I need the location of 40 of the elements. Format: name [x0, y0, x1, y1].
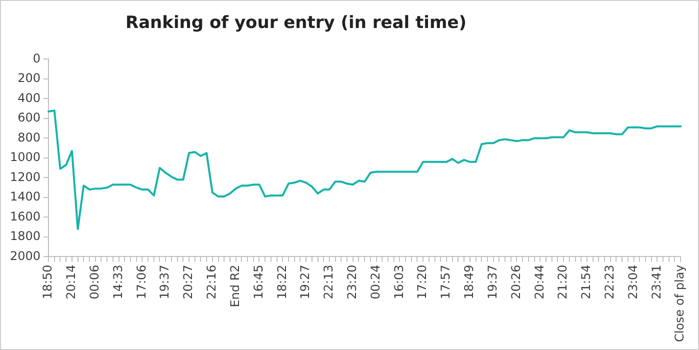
x-tick-label: 21:20	[556, 264, 570, 300]
y-tick-label: 200	[18, 71, 41, 86]
chart-title: Ranking of your entry (in real time)	[124, 13, 468, 33]
y-tick-label: 1400	[10, 190, 41, 204]
y-tick-label: 800	[18, 130, 41, 144]
x-tick-label: 18:49	[462, 264, 476, 300]
x-tick-label: 20:44	[532, 264, 546, 300]
x-tick-label: 19:37	[485, 264, 500, 300]
x-tick-label: 22:23	[602, 264, 616, 300]
x-tick-label: 18:22	[274, 264, 289, 300]
x-tick-label: 17:20	[415, 264, 430, 300]
x-tick-label: 16:45	[251, 264, 266, 300]
x-tick-label: 00:24	[368, 264, 382, 300]
y-tick-label: 1600	[10, 209, 41, 224]
y-tick-label: 1200	[10, 170, 41, 184]
x-tick-label: 23:41	[649, 264, 664, 300]
x-tick-label: 21:54	[579, 264, 594, 300]
x-tick-label: 19:37	[158, 264, 172, 300]
x-tick-label: 20:14	[64, 264, 78, 300]
x-tick-label: 16:03	[392, 264, 406, 300]
x-tick-label: 23:20	[344, 264, 359, 300]
x-tick-label: 20:26	[508, 264, 523, 300]
y-tick-label: 1000	[10, 150, 41, 164]
x-tick-label: 14:33	[110, 264, 125, 300]
x-tick-label: Close of play	[672, 264, 687, 342]
x-tick-label: 22:13	[322, 264, 336, 300]
y-tick-label: 0	[32, 51, 41, 66]
x-tick-label: End R2	[228, 264, 242, 308]
y-tick-label: 1800	[10, 229, 41, 244]
x-tick-label: 00:06	[87, 264, 102, 300]
x-tick-label: 17:06	[134, 264, 148, 300]
x-tick-label: 18:50	[40, 264, 55, 300]
y-tick-label: 400	[18, 90, 41, 105]
x-tick-label: 17:57	[438, 264, 453, 300]
x-tick-label: 20:27	[181, 264, 196, 300]
x-tick-label: 23:04	[626, 264, 640, 300]
x-tick-label: 22:16	[204, 264, 219, 300]
y-tick-label: 600	[18, 110, 41, 125]
x-tick-label: 19:27	[298, 264, 312, 300]
y-tick-label: 2000	[10, 248, 41, 263]
